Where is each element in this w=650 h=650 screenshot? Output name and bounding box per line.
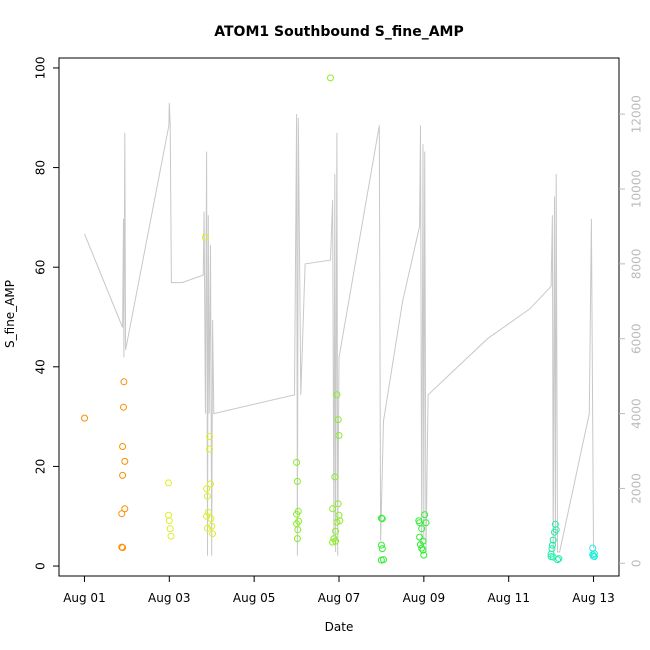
- data-point: [207, 480, 214, 488]
- data-point: [419, 537, 427, 545]
- data-point: [293, 458, 301, 466]
- data-point: [204, 492, 211, 500]
- data-point: [332, 537, 340, 545]
- x-axis-label: Date: [325, 620, 354, 634]
- data-point: [590, 553, 598, 561]
- data-point: [555, 555, 563, 563]
- data-point: [334, 416, 342, 424]
- secondary-series-layer: [84, 102, 594, 556]
- data-point: [548, 541, 556, 549]
- data-point: [206, 445, 214, 453]
- data-point: [203, 485, 211, 493]
- x-tick-label: Aug 13: [572, 591, 615, 605]
- data-point: [421, 511, 429, 519]
- data-point: [378, 545, 386, 553]
- data-point: [208, 522, 216, 530]
- data-point: [119, 471, 127, 479]
- y-tick-label: 20: [34, 459, 48, 474]
- x-tick-label: Aug 01: [63, 591, 106, 605]
- y2-tick-label: 4000: [630, 398, 644, 429]
- data-point: [120, 403, 127, 411]
- y2-tick-label: 10000: [630, 170, 644, 208]
- y-tick-label: 40: [34, 359, 48, 374]
- data-point: [327, 74, 334, 82]
- data-point: [335, 432, 343, 439]
- y2-axis-right: 0 2000 4000 6000 8000 10000 12000: [619, 95, 644, 567]
- y2-tick-label: 2000: [630, 473, 644, 504]
- data-point: [547, 553, 555, 561]
- data-point: [121, 457, 129, 465]
- data-point: [165, 479, 172, 487]
- x-tick-label: Aug 05: [233, 591, 276, 605]
- data-point: [548, 545, 556, 553]
- y-tick-label: 60: [34, 260, 48, 275]
- data-point: [121, 505, 129, 513]
- data-point: [201, 233, 209, 241]
- data-point: [329, 505, 337, 513]
- y-axis: 0 20 40 60 80 100: [34, 57, 59, 570]
- data-point: [209, 530, 217, 538]
- data-point: [334, 500, 342, 508]
- x-tick-label: Aug 03: [148, 591, 191, 605]
- secondary-series-line: [84, 102, 594, 556]
- data-point: [333, 518, 341, 526]
- y-tick-label: 0: [34, 562, 48, 570]
- data-point: [119, 443, 127, 450]
- data-point: [206, 433, 214, 440]
- data-point: [377, 541, 385, 549]
- data-point: [418, 544, 426, 552]
- y-axis-label: S_fine_AMP: [3, 280, 17, 348]
- data-point: [204, 524, 211, 532]
- data-point: [420, 551, 428, 559]
- data-point: [549, 536, 557, 544]
- data-point: [331, 473, 339, 481]
- data-point: [332, 527, 340, 535]
- data-point: [293, 520, 301, 528]
- data-point: [293, 477, 301, 485]
- data-point: [552, 526, 560, 534]
- x-tick-label: Aug 09: [403, 591, 446, 605]
- x-axis: Aug 01 Aug 03 Aug 05 Aug 07 Aug 09 Aug 11 Aug …: [63, 576, 615, 605]
- data-point: [294, 507, 302, 515]
- x-tick-label: Aug 11: [487, 591, 530, 605]
- data-point: [422, 519, 430, 527]
- data-point: [118, 510, 126, 518]
- y-tick-label: 80: [34, 160, 48, 175]
- data-point: [416, 533, 424, 541]
- y-tick-label: 100: [34, 57, 48, 80]
- data-point: [119, 544, 127, 552]
- data-point: [329, 538, 337, 546]
- data-point: [419, 546, 427, 554]
- data-point: [207, 515, 215, 523]
- data-point: [333, 391, 341, 399]
- data-point: [120, 378, 128, 386]
- data-point: [81, 414, 88, 422]
- y2-tick-label: 0: [630, 559, 644, 567]
- data-point: [418, 525, 426, 533]
- data-point: [165, 517, 173, 525]
- plot-frame: [58, 57, 620, 577]
- data-point: [293, 535, 301, 543]
- data-point: [166, 525, 174, 533]
- data-point: [167, 532, 175, 540]
- y2-tick-label: 12000: [630, 95, 644, 133]
- data-point: [204, 508, 212, 516]
- y2-tick-label: 6000: [630, 323, 644, 354]
- data-points-layer: [81, 74, 598, 564]
- y2-tick-label: 8000: [630, 249, 644, 280]
- x-tick-label: Aug 07: [318, 591, 361, 605]
- chart-title: ATOM1 Southbound S_fine_AMP: [214, 24, 464, 40]
- data-point: [378, 515, 386, 523]
- data-point: [590, 550, 598, 558]
- data-point: [377, 556, 385, 564]
